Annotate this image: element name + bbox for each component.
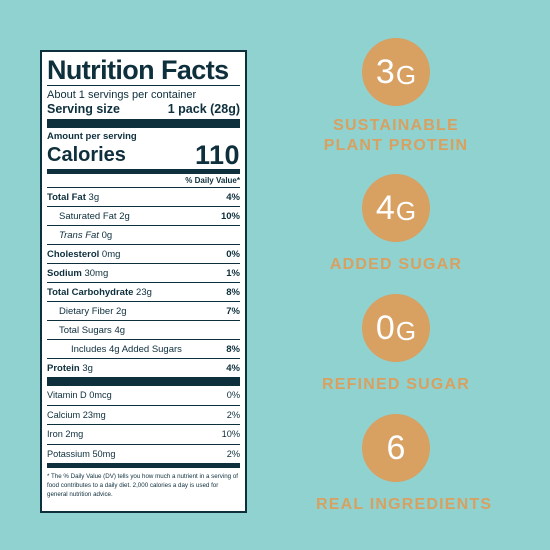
nutrient-row-trans-fat: Trans Fat 0g [47,225,240,244]
nutrient-row-sodium: Sodium 30mg 1% [47,263,240,282]
nutrient-name: Saturated Fat [59,210,117,222]
nutrient-name: Sodium [47,267,82,279]
claim-number: 3 [375,52,395,91]
claim-text: REFINED SUGAR [316,375,476,395]
amount-per-serving: Amount per serving [47,131,137,142]
claim-text-line: PLANT PROTEIN [323,137,469,154]
nutrient-dv: 8% [226,343,240,355]
nutrient-row-total-carbohydrate: Total Carbohydrate 23g 8% [47,282,240,301]
vitamin-dv: 2% [226,448,240,459]
vitamin-name: Vitamin D 0mcg [47,390,112,401]
nutrient-dv: 1% [226,267,240,279]
vitamin-name: Potassium 50mg [47,448,116,459]
claim-unit: G [395,59,417,90]
nutrient-name: Includes 4g Added Sugars [71,343,182,355]
claim-number: 4 [375,188,395,227]
nutrient-amount: 0g [101,229,113,241]
nutrient-row-added-sugars: Includes 4g Added Sugars 8% [47,339,240,358]
vitamin-dv: 0% [226,390,240,401]
medium-divider [47,463,240,468]
thick-divider [47,377,240,386]
medium-divider [47,169,240,174]
nutrient-row-protein: Protein 3g 4% [47,358,240,377]
claim-text-line: ADDED SUGAR [329,256,463,273]
claim-number: 0 [375,308,395,347]
vitamin-name: Iron 2mg [47,429,84,440]
serving-size-label: Serving size [47,102,120,116]
nutrient-row-saturated-fat: Saturated Fat 2g 10% [47,206,240,225]
nutrient-row-total-sugars: Total Sugars 4g [47,320,240,339]
divider [47,85,240,86]
serving-size-value: 1 pack (28g) [167,102,240,116]
nutrient-amount: 3g [82,362,93,374]
nutrient-name: Cholesterol [47,248,100,260]
nutrient-name: Trans Fat [59,229,99,241]
nutrient-dv: 7% [226,305,240,317]
nutrient-name: Protein [47,362,80,374]
claim-text: ADDED SUGAR [316,255,476,275]
claim-badge: 6 [362,414,430,482]
nutrient-name: Total Carbohydrate [47,286,134,298]
nutrient-row-dietary-fiber: Dietary Fiber 2g 7% [47,301,240,320]
nutrient-row-total-fat: Total Fat 3g 4% [47,187,240,206]
nutrient-row-cholesterol: Cholesterol 0mg 0% [47,244,240,263]
nutrient-name: Total Fat [47,191,86,203]
nutrient-amount: 23g [136,286,152,298]
nutrient-dv: 10% [220,210,240,222]
nutrient-amount: 3g [88,191,100,203]
calories-row: Calories 110 [47,142,240,169]
claim-unit: G [395,315,417,346]
daily-value-header: % Daily Value* [185,176,240,185]
calories-value: 110 [194,140,240,170]
claim-text: SUSTAINABLE PLANT PROTEIN [316,116,476,156]
thick-divider [47,119,240,128]
calories-label: Calories [47,144,126,166]
nutrient-amount: 0mg [101,248,121,260]
nutrient-amount: 30mg [84,267,109,279]
claim-unit: G [395,195,417,226]
nutrient-dv: 8% [226,286,240,298]
nutrition-facts-title: Nutrition Facts [47,55,229,85]
vitamin-dv: 2% [226,409,240,420]
servings-per-container: About 1 servings per container [47,89,197,101]
nutrient-dv: 4% [226,362,240,374]
nutrient-name: Total Sugars [59,324,112,336]
vitamin-row: Potassium 50mg 2% [47,443,240,464]
claim-text: REAL INGREDIENTS [316,495,493,515]
nutrient-amount: 4g [114,324,126,336]
claim-number: 6 [386,428,406,467]
vitamin-row: Calcium 23mg 2% [47,404,240,425]
serving-size: Serving size 1 pack (28g) [47,102,240,119]
vitamins-section: Vitamin D 0mcg 0% Calcium 23mg 2% Iron 2… [47,386,240,463]
vitamin-name: Calcium 23mg [47,409,106,420]
vitamin-row: Vitamin D 0mcg 0% [47,386,240,405]
nutrition-facts-label: Nutrition Facts About 1 servings per con… [40,50,247,513]
vitamin-dv: 10% [221,429,240,440]
daily-value-footnote: * The % Daily Value (DV) tells you how m… [47,473,238,498]
claim-text-line: SUSTAINABLE [333,117,459,134]
nutrient-dv: 0% [226,248,240,260]
nutrient-amount: 2g [119,210,130,222]
claim-ingredients: 6 REAL INGREDIENTS [316,414,493,515]
nutrient-dv: 4% [226,191,240,203]
vitamin-row: Iron 2mg 10% [47,424,240,444]
claim-text-line: REFINED SUGAR [321,376,471,393]
nutrient-name: Dietary Fiber [59,305,114,317]
claim-text-line: REAL INGREDIENTS [316,496,493,513]
nutrient-amount: 2g [116,305,127,317]
